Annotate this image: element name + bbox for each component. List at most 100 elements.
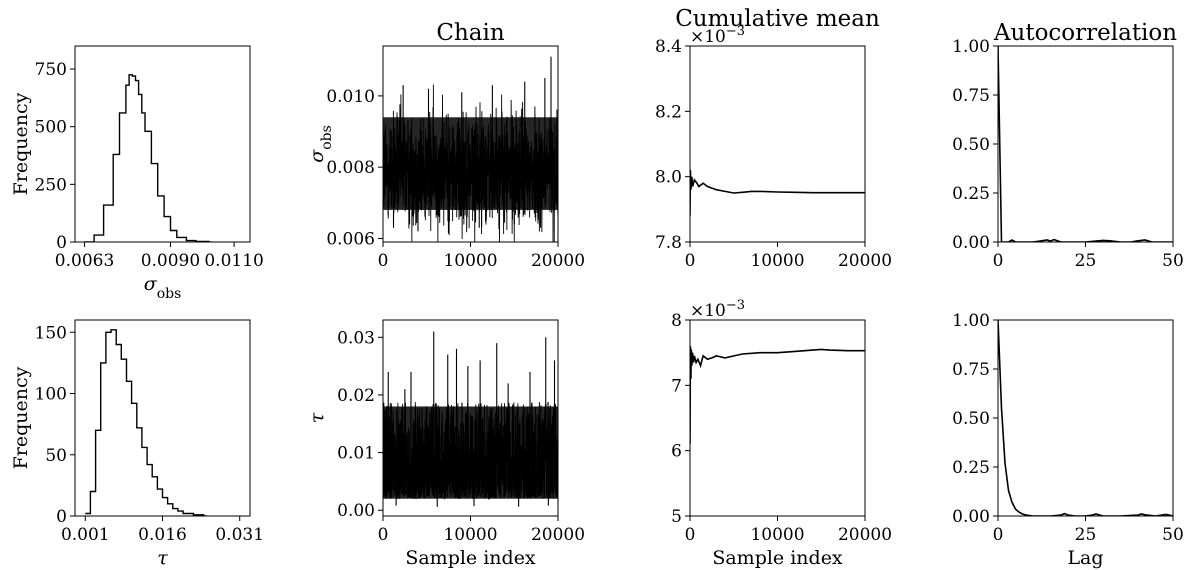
- y-tick-label: 8.4: [655, 37, 682, 57]
- x-tick-label: 20000: [838, 525, 892, 545]
- y-tick-label: 750: [35, 60, 67, 80]
- x-tick-label: 25: [1075, 251, 1097, 271]
- x-tick-label: 10000: [443, 525, 497, 545]
- panel-title: Chain: [436, 20, 504, 46]
- panel-cummean-sigma: 0 10000 20000 7.8 8.0 8.2 8.4 Cumulative mean×1…: [655, 6, 892, 271]
- y-tick-label: 0: [56, 507, 67, 527]
- x-axis-label: Sample index: [712, 547, 843, 569]
- y-tick-label: 0.010: [326, 87, 375, 107]
- y-tick-label: 0.25: [952, 184, 990, 204]
- x-tick-label: 0.001: [61, 525, 110, 545]
- panel-cummean-tau: 0 10000 20000 5 6 7 8 ×10−3 Sample index: [671, 298, 892, 570]
- y-tick-label: 6: [671, 442, 682, 462]
- y-tick-label: 0.008: [326, 158, 375, 178]
- series-line: [690, 170, 865, 216]
- x-tick-label: 20000: [838, 251, 892, 271]
- y-tick-label: 0.00: [337, 501, 375, 521]
- plot-area: [998, 320, 1173, 516]
- x-tick-label: 0.016: [138, 525, 187, 545]
- y-tick-label: 5: [671, 507, 682, 527]
- y-tick-label: 8.0: [655, 168, 682, 188]
- y-tick-label: 7.8: [655, 233, 682, 253]
- y-tick-label: 100: [35, 385, 67, 405]
- axes-frame: [997, 45, 1174, 243]
- x-tick-label: 0.031: [215, 525, 264, 545]
- y-tick-label: 1.00: [952, 37, 990, 57]
- y-tick-label: 0.50: [952, 409, 990, 429]
- y-tick-label: 250: [35, 175, 67, 195]
- y-tick-label: 0.01: [337, 444, 375, 464]
- y-tick-label: 0.00: [952, 507, 990, 527]
- plot-area: [383, 331, 558, 507]
- x-tick-label: 0.0090: [141, 251, 200, 271]
- x-tick-label: 20000: [531, 251, 585, 271]
- panel-hist-sigma: 0.0063 0.0090 0.0110 0 250 500 750 σobs Frequenc…: [10, 45, 264, 302]
- x-tick-label: 50: [1162, 251, 1184, 271]
- x-tick-label: 25: [1075, 525, 1097, 545]
- x-tick-label: 50: [1162, 525, 1184, 545]
- axes-frame: [689, 319, 866, 517]
- x-tick-label: 0: [685, 525, 696, 545]
- chain-band: [383, 117, 558, 210]
- x-axis-label: τ: [157, 547, 168, 569]
- y-tick-label: 500: [35, 118, 67, 138]
- panel-trace-sigma: 0 10000 20000 0.006 0.008 0.010 Chain σobs: [306, 20, 585, 271]
- x-tick-label: 0: [993, 525, 1004, 545]
- x-tick-label: 0: [378, 525, 389, 545]
- x-tick-label: 0: [685, 251, 696, 271]
- y-tick-label: 0.25: [952, 458, 990, 478]
- y-axis-label: τ: [306, 412, 328, 423]
- plot-area: [383, 56, 558, 242]
- panel-acf-tau: 0 25 50 0.00 0.25 0.50 0.75 1.00 Lag: [952, 311, 1184, 569]
- axes-frame: [689, 45, 866, 243]
- y-tick-label: 0.02: [337, 386, 375, 406]
- x-tick-label: 0: [993, 251, 1004, 271]
- y-tick-label: 0.006: [326, 229, 375, 249]
- y-tick-label: 0.03: [337, 328, 375, 348]
- histogram-steps: [85, 329, 207, 516]
- chain-band: [383, 406, 558, 499]
- x-axis-label: σobs: [144, 273, 182, 302]
- y-tick-label: 0.50: [952, 135, 990, 155]
- y-tick-label: 150: [35, 323, 67, 343]
- plot-area: [690, 346, 865, 445]
- y-tick-label: 50: [45, 446, 67, 466]
- x-axis-label: Sample index: [405, 547, 536, 569]
- y-tick-label: 7: [671, 376, 682, 396]
- y-axis-label: Frequency: [10, 366, 32, 469]
- panel-hist-tau: 0.001 0.016 0.031 0 50 100 150 τ Frequency: [10, 319, 264, 569]
- panel-title: Cumulative mean: [675, 6, 880, 32]
- y-axis-label: Frequency: [10, 92, 32, 195]
- x-tick-label: 0: [378, 251, 389, 271]
- histogram-steps: [84, 74, 212, 242]
- y-tick-label: 0.75: [952, 86, 990, 106]
- panel-title: Autocorrelation: [993, 20, 1177, 46]
- plot-area: [85, 329, 207, 516]
- series-line: [998, 320, 1173, 516]
- x-tick-label: 20000: [531, 525, 585, 545]
- axes-frame: [997, 319, 1174, 517]
- axes-frame: [74, 45, 251, 243]
- axis-multiplier: ×10−3: [690, 24, 745, 48]
- y-tick-label: 0.00: [952, 233, 990, 253]
- y-tick-label: 8: [671, 311, 682, 331]
- y-tick-label: 1.00: [952, 311, 990, 331]
- plot-area: [84, 74, 212, 242]
- y-tick-label: 0.75: [952, 360, 990, 380]
- y-tick-label: 0: [56, 233, 67, 253]
- x-axis-label: Lag: [1067, 547, 1103, 569]
- x-tick-label: 10000: [750, 251, 804, 271]
- panel-trace-tau: 0 10000 20000 0.00 0.01 0.02 0.03 Sample index τ: [306, 319, 585, 569]
- x-tick-label: 10000: [443, 251, 497, 271]
- x-tick-label: 0.0110: [204, 251, 263, 271]
- y-tick-label: 8.2: [655, 102, 682, 122]
- axis-multiplier: ×10−3: [690, 298, 745, 322]
- x-tick-label: 10000: [750, 525, 804, 545]
- series-line: [690, 346, 865, 445]
- plot-area: [998, 46, 1173, 242]
- plot-area: [690, 170, 865, 216]
- y-axis-label: σobs: [306, 125, 335, 163]
- x-tick-label: 0.0063: [55, 251, 114, 271]
